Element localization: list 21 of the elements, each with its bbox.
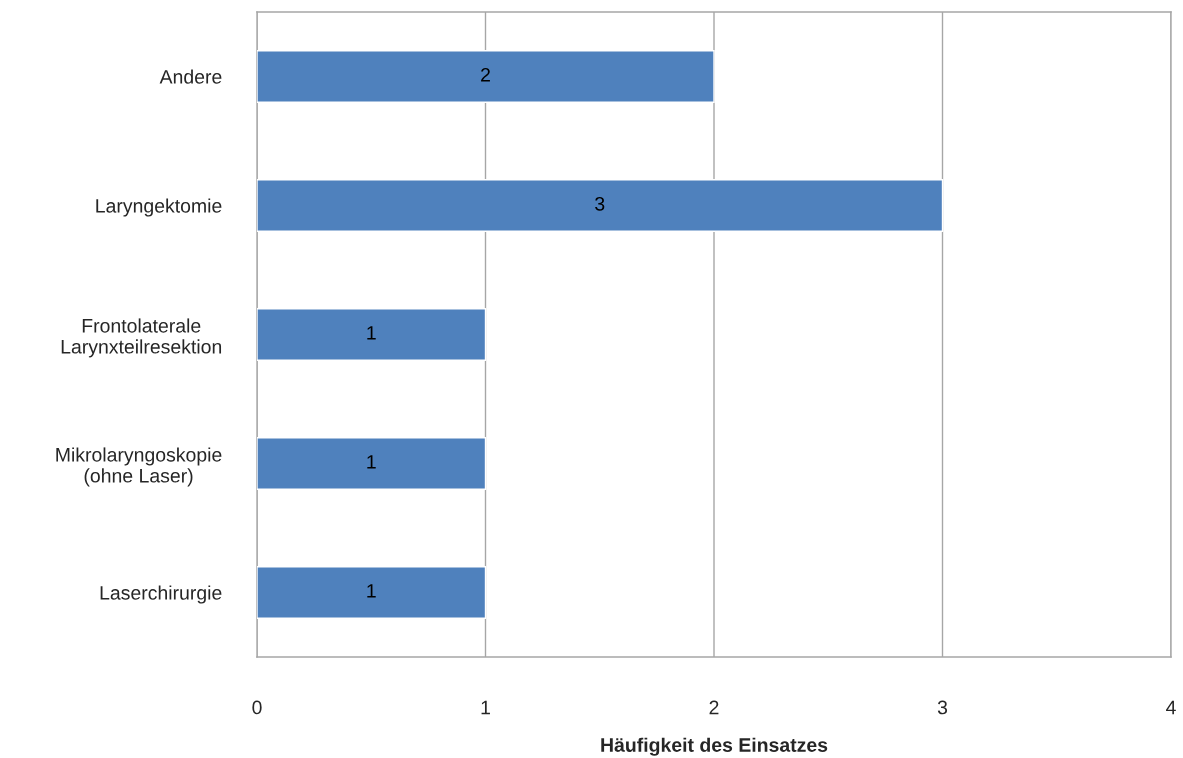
x-tick-label: 3 [937,700,948,715]
bar [257,179,944,232]
y-tick-label: Mikrolaryngoskopie (ohne Laser) [56,447,222,487]
data-label: 2 [481,67,490,82]
data-label: 1 [367,455,376,469]
x-axis-title: Häufigkeit des Einsatzes [601,737,828,756]
x-tick-label: 4 [1166,700,1176,715]
x-tick-label: 2 [709,700,719,715]
x-tick-label: 1 [481,700,490,715]
x-tick-label: 0 [252,700,262,715]
data-label: 3 [595,196,605,211]
y-tick-label: Frontolaterale Larynxteilresektion [61,318,222,358]
y-tick-label: Laserchirurgie [100,585,222,604]
bar [257,50,715,103]
bar [257,308,487,361]
bar [257,566,487,619]
data-label: 1 [367,326,376,340]
y-tick-label: Laryngektomie [96,198,222,217]
bar [257,437,487,490]
y-tick-label: Andere [159,69,222,84]
data-label: 1 [367,584,376,598]
